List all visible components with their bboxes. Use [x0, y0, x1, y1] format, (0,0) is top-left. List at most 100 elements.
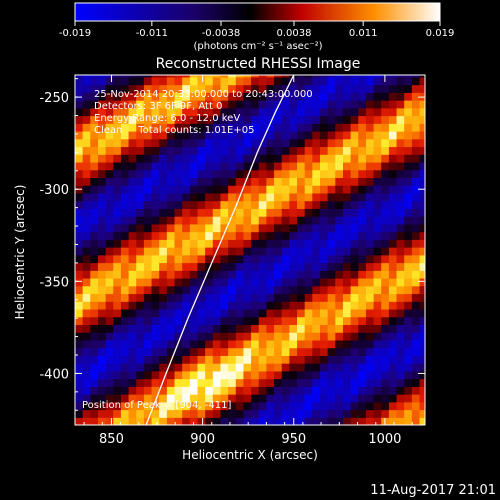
heatmap-cell [388, 378, 398, 387]
heatmap-cell [335, 262, 344, 271]
heatmap-cell [182, 401, 191, 411]
heatmap-cell [97, 161, 107, 171]
heatmap-cell [205, 285, 214, 295]
heatmap-cell [281, 169, 290, 179]
heatmap-cell [388, 308, 398, 318]
heatmap-cell [281, 394, 290, 403]
heatmap-cell [342, 386, 352, 395]
heatmap-cell [82, 247, 91, 256]
heatmap-cell [320, 231, 329, 240]
heatmap-cell [166, 262, 176, 271]
heatmap-cell [228, 363, 237, 372]
heatmap-cell [411, 370, 421, 380]
heatmap-cell [327, 332, 336, 341]
heatmap-cell [396, 146, 405, 155]
heatmap-cell [159, 239, 168, 248]
heatmap-cell [281, 278, 290, 287]
heatmap-cell [419, 378, 425, 387]
heatmap-cell [235, 216, 245, 225]
heatmap-cell [159, 394, 168, 403]
heatmap-cell [197, 370, 206, 380]
heatmap-cell [251, 339, 260, 349]
heatmap-cell [312, 262, 321, 271]
heatmap-cell [90, 254, 99, 264]
heatmap-cell [365, 386, 375, 395]
heatmap-cell [235, 417, 245, 425]
heatmap-cell [212, 316, 222, 326]
heatmap-cell [189, 285, 199, 295]
heatmap-cell [174, 216, 183, 225]
heatmap-cell [151, 394, 160, 403]
heatmap-cell [381, 100, 390, 109]
heatmap-cell [143, 339, 153, 349]
heatmap-cell [128, 223, 137, 233]
heatmap-cell [342, 355, 352, 364]
heatmap-cell [113, 254, 122, 264]
heatmap-cell [251, 146, 260, 155]
heatmap-cell [159, 332, 168, 341]
heatmap-cell [151, 146, 160, 155]
heatmap-cell [266, 394, 275, 403]
heatmap-cell [205, 308, 214, 318]
heatmap-cell [358, 185, 367, 194]
heatmap-cell [289, 262, 298, 271]
heatmap-cell [281, 185, 290, 194]
heatmap-cell [404, 378, 413, 387]
heatmap-cell [143, 84, 153, 93]
heatmap-cell [128, 154, 137, 163]
heatmap-cell [365, 363, 375, 372]
heatmap-cell [235, 169, 245, 179]
heatmap-cell [251, 169, 260, 179]
heatmap-cell [97, 92, 107, 101]
heatmap-cell [266, 332, 275, 341]
heatmap-cell [189, 324, 199, 333]
heatmap-cell [381, 192, 390, 202]
heatmap-cell [243, 100, 252, 109]
heatmap-cell [197, 185, 206, 194]
heatmap-cell [174, 92, 183, 101]
heatmap-cell [297, 324, 306, 333]
heatmap-cell [281, 131, 290, 140]
heatmap-cell [189, 355, 199, 364]
y-tick-label: -300 [39, 183, 69, 198]
heatmap-cell [335, 285, 344, 295]
heatmap-cell [174, 339, 183, 349]
heatmap-cell [404, 339, 413, 349]
heatmap-cell [82, 270, 91, 279]
heatmap-cell [320, 123, 329, 132]
heatmap-cell [113, 401, 122, 411]
heatmap-cell [128, 285, 137, 295]
heatmap-cell [342, 316, 352, 326]
heatmap-cell [335, 409, 344, 418]
heatmap-cell [136, 254, 145, 264]
heatmap-cell [128, 138, 137, 148]
heatmap-cell [136, 146, 145, 155]
heatmap-cell [411, 363, 421, 372]
heatmap-cell [274, 200, 283, 209]
heatmap-cell [197, 92, 206, 101]
heatmap-cell [365, 208, 375, 217]
heatmap-cell [243, 324, 252, 333]
heatmap-cell [174, 200, 183, 209]
heatmap-cell [342, 223, 352, 233]
heatmap-cell [289, 293, 298, 302]
heatmap-cell [327, 223, 336, 233]
heatmap-cell [212, 278, 222, 287]
heatmap-cell [404, 409, 413, 418]
heatmap-cell [297, 262, 306, 271]
heatmap-cell [289, 278, 298, 287]
heatmap-cell [274, 347, 283, 356]
heatmap-cell [90, 339, 99, 349]
heatmap-cell [342, 378, 352, 387]
heatmap-cell [251, 285, 260, 295]
heatmap-cell [243, 378, 252, 387]
heatmap-cell [373, 293, 382, 302]
heatmap-cell [197, 138, 206, 148]
heatmap-cell [327, 185, 336, 194]
heatmap-cell [143, 208, 153, 217]
heatmap-cell [312, 316, 321, 326]
heatmap-cell [388, 192, 398, 202]
heatmap-cell [159, 378, 168, 387]
heatmap-cell [358, 378, 367, 387]
heatmap-cell [197, 239, 206, 248]
